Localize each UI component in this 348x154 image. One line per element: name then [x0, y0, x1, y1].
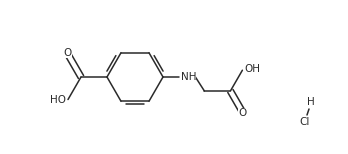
Text: H: H [307, 97, 315, 107]
Text: OH: OH [244, 64, 260, 74]
Text: O: O [238, 108, 246, 118]
Text: NH: NH [181, 72, 196, 82]
Text: Cl: Cl [300, 117, 310, 127]
Text: HO: HO [50, 95, 66, 105]
Text: O: O [64, 49, 72, 59]
